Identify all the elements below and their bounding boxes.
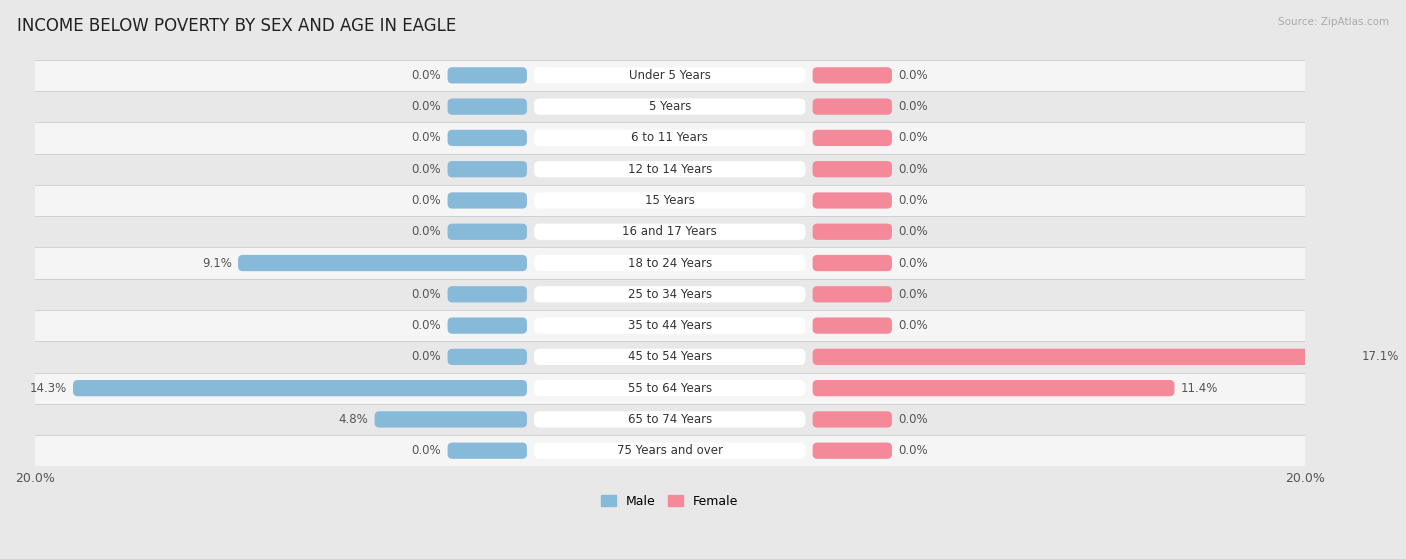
FancyBboxPatch shape bbox=[813, 161, 891, 177]
FancyBboxPatch shape bbox=[35, 248, 1305, 279]
FancyBboxPatch shape bbox=[813, 255, 891, 271]
Text: 0.0%: 0.0% bbox=[412, 194, 441, 207]
FancyBboxPatch shape bbox=[35, 435, 1305, 466]
FancyBboxPatch shape bbox=[35, 310, 1305, 341]
FancyBboxPatch shape bbox=[534, 192, 806, 209]
FancyBboxPatch shape bbox=[447, 130, 527, 146]
Text: 0.0%: 0.0% bbox=[898, 413, 928, 426]
Text: 0.0%: 0.0% bbox=[412, 319, 441, 332]
Text: 0.0%: 0.0% bbox=[898, 194, 928, 207]
Legend: Male, Female: Male, Female bbox=[596, 490, 744, 513]
FancyBboxPatch shape bbox=[534, 443, 806, 459]
FancyBboxPatch shape bbox=[35, 341, 1305, 372]
FancyBboxPatch shape bbox=[534, 255, 806, 271]
Text: 11.4%: 11.4% bbox=[1181, 382, 1218, 395]
FancyBboxPatch shape bbox=[447, 349, 527, 365]
FancyBboxPatch shape bbox=[534, 67, 806, 83]
FancyBboxPatch shape bbox=[35, 216, 1305, 248]
Text: 5 Years: 5 Years bbox=[648, 100, 690, 113]
FancyBboxPatch shape bbox=[534, 130, 806, 146]
FancyBboxPatch shape bbox=[447, 443, 527, 459]
FancyBboxPatch shape bbox=[534, 380, 806, 396]
Text: Under 5 Years: Under 5 Years bbox=[628, 69, 710, 82]
FancyBboxPatch shape bbox=[534, 411, 806, 428]
Text: 0.0%: 0.0% bbox=[898, 163, 928, 176]
Text: 0.0%: 0.0% bbox=[898, 69, 928, 82]
Text: 75 Years and over: 75 Years and over bbox=[617, 444, 723, 457]
FancyBboxPatch shape bbox=[447, 192, 527, 209]
FancyBboxPatch shape bbox=[447, 67, 527, 83]
FancyBboxPatch shape bbox=[35, 404, 1305, 435]
FancyBboxPatch shape bbox=[813, 318, 891, 334]
Text: INCOME BELOW POVERTY BY SEX AND AGE IN EAGLE: INCOME BELOW POVERTY BY SEX AND AGE IN E… bbox=[17, 17, 456, 35]
FancyBboxPatch shape bbox=[813, 380, 1174, 396]
Text: 16 and 17 Years: 16 and 17 Years bbox=[623, 225, 717, 238]
Text: 55 to 64 Years: 55 to 64 Years bbox=[627, 382, 711, 395]
Text: 14.3%: 14.3% bbox=[30, 382, 66, 395]
Text: 17.1%: 17.1% bbox=[1362, 350, 1399, 363]
FancyBboxPatch shape bbox=[374, 411, 527, 428]
FancyBboxPatch shape bbox=[813, 192, 891, 209]
Text: 12 to 14 Years: 12 to 14 Years bbox=[627, 163, 711, 176]
FancyBboxPatch shape bbox=[447, 286, 527, 302]
Text: 0.0%: 0.0% bbox=[412, 288, 441, 301]
FancyBboxPatch shape bbox=[447, 161, 527, 177]
Text: 18 to 24 Years: 18 to 24 Years bbox=[627, 257, 711, 269]
FancyBboxPatch shape bbox=[534, 161, 806, 177]
FancyBboxPatch shape bbox=[813, 98, 891, 115]
Text: 0.0%: 0.0% bbox=[412, 163, 441, 176]
FancyBboxPatch shape bbox=[534, 224, 806, 240]
Text: 9.1%: 9.1% bbox=[202, 257, 232, 269]
FancyBboxPatch shape bbox=[534, 286, 806, 302]
Text: 0.0%: 0.0% bbox=[412, 444, 441, 457]
FancyBboxPatch shape bbox=[35, 154, 1305, 185]
Text: 4.8%: 4.8% bbox=[339, 413, 368, 426]
Text: 0.0%: 0.0% bbox=[412, 225, 441, 238]
Text: 35 to 44 Years: 35 to 44 Years bbox=[627, 319, 711, 332]
Text: 0.0%: 0.0% bbox=[898, 257, 928, 269]
Text: 25 to 34 Years: 25 to 34 Years bbox=[627, 288, 711, 301]
Text: 0.0%: 0.0% bbox=[412, 131, 441, 144]
Text: 0.0%: 0.0% bbox=[898, 225, 928, 238]
FancyBboxPatch shape bbox=[35, 185, 1305, 216]
FancyBboxPatch shape bbox=[35, 122, 1305, 154]
Text: 15 Years: 15 Years bbox=[645, 194, 695, 207]
FancyBboxPatch shape bbox=[534, 98, 806, 115]
Text: 45 to 54 Years: 45 to 54 Years bbox=[627, 350, 711, 363]
FancyBboxPatch shape bbox=[447, 224, 527, 240]
Text: 0.0%: 0.0% bbox=[898, 131, 928, 144]
Text: 0.0%: 0.0% bbox=[898, 288, 928, 301]
FancyBboxPatch shape bbox=[813, 130, 891, 146]
FancyBboxPatch shape bbox=[534, 318, 806, 334]
FancyBboxPatch shape bbox=[447, 98, 527, 115]
Text: 6 to 11 Years: 6 to 11 Years bbox=[631, 131, 709, 144]
FancyBboxPatch shape bbox=[813, 224, 891, 240]
FancyBboxPatch shape bbox=[813, 443, 891, 459]
FancyBboxPatch shape bbox=[35, 279, 1305, 310]
Text: 65 to 74 Years: 65 to 74 Years bbox=[627, 413, 711, 426]
FancyBboxPatch shape bbox=[813, 286, 891, 302]
Text: 0.0%: 0.0% bbox=[412, 350, 441, 363]
Text: 0.0%: 0.0% bbox=[898, 100, 928, 113]
Text: 0.0%: 0.0% bbox=[412, 69, 441, 82]
Text: 0.0%: 0.0% bbox=[412, 100, 441, 113]
FancyBboxPatch shape bbox=[73, 380, 527, 396]
FancyBboxPatch shape bbox=[447, 318, 527, 334]
FancyBboxPatch shape bbox=[35, 91, 1305, 122]
Text: 0.0%: 0.0% bbox=[898, 319, 928, 332]
Text: 0.0%: 0.0% bbox=[898, 444, 928, 457]
FancyBboxPatch shape bbox=[813, 349, 1355, 365]
FancyBboxPatch shape bbox=[813, 411, 891, 428]
FancyBboxPatch shape bbox=[534, 349, 806, 365]
FancyBboxPatch shape bbox=[813, 67, 891, 83]
FancyBboxPatch shape bbox=[35, 60, 1305, 91]
Text: Source: ZipAtlas.com: Source: ZipAtlas.com bbox=[1278, 17, 1389, 27]
FancyBboxPatch shape bbox=[35, 372, 1305, 404]
FancyBboxPatch shape bbox=[238, 255, 527, 271]
